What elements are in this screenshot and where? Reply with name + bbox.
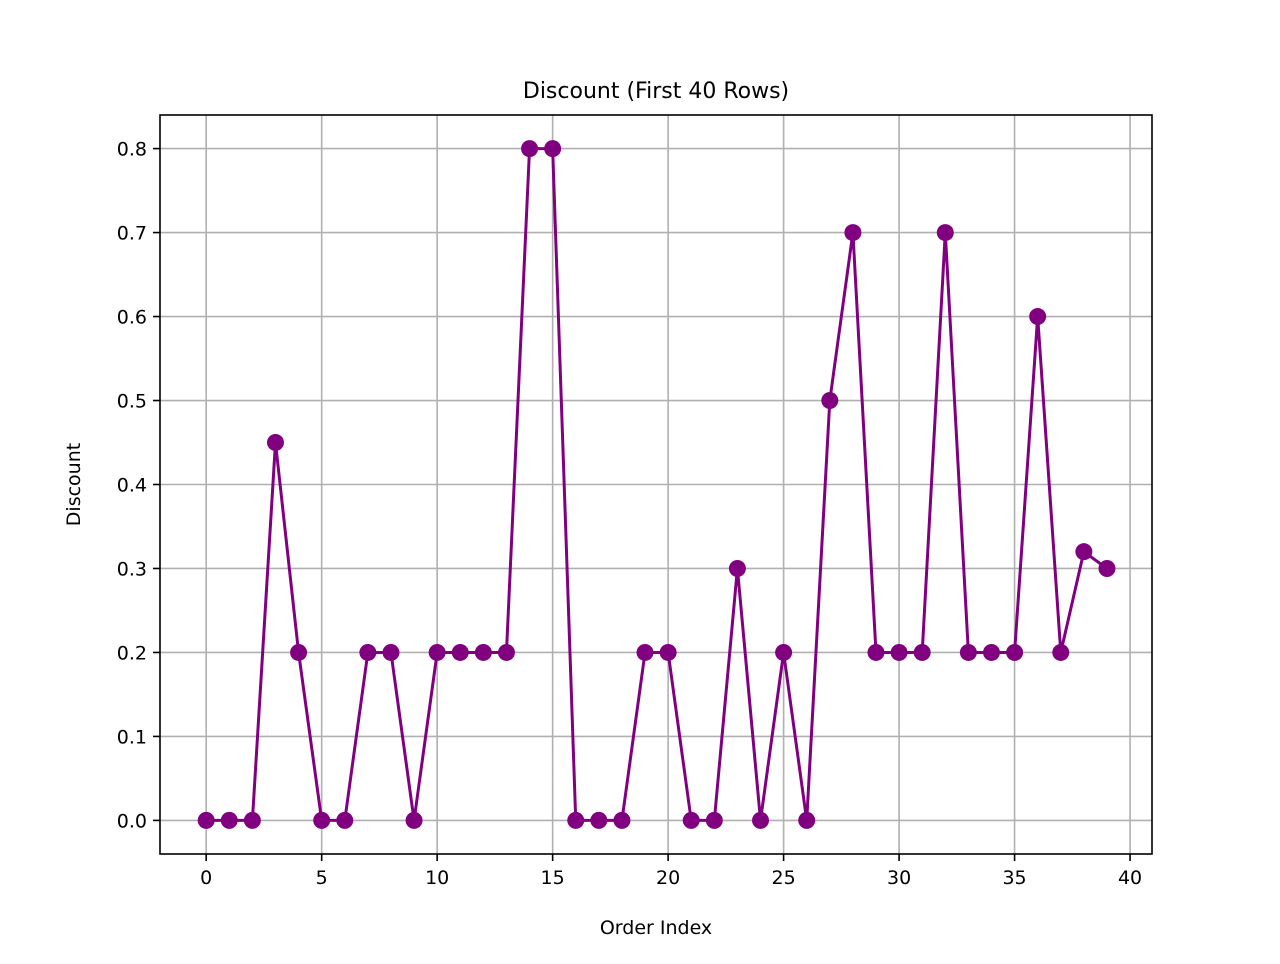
data-point (636, 643, 654, 661)
data-point (451, 643, 469, 661)
x-tick-label: 30 (887, 867, 911, 889)
x-tick-label: 5 (316, 867, 328, 889)
x-tick-label: 10 (425, 867, 449, 889)
y-tick-label: 0.2 (117, 642, 147, 664)
data-point (982, 643, 1000, 661)
data-point (497, 643, 515, 661)
data-point (936, 224, 954, 242)
data-point (336, 811, 354, 829)
data-point (959, 643, 977, 661)
data-point (775, 643, 793, 661)
data-point (1006, 643, 1024, 661)
data-point (220, 811, 238, 829)
y-tick-label: 0.6 (117, 307, 147, 329)
data-point (382, 643, 400, 661)
x-tick-label: 25 (772, 867, 796, 889)
data-point (728, 559, 746, 577)
x-tick-label: 35 (1002, 867, 1026, 889)
data-point (890, 643, 908, 661)
data-point (290, 643, 308, 661)
data-point (798, 811, 816, 829)
chart-title: Discount (First 40 Rows) (523, 79, 789, 104)
data-point (1052, 643, 1070, 661)
data-point (659, 643, 677, 661)
data-point (521, 140, 539, 158)
data-point (913, 643, 931, 661)
series-layer (197, 140, 1116, 829)
y-tick-label: 0.3 (117, 558, 147, 580)
grid-lines (160, 115, 1152, 854)
data-point (313, 811, 331, 829)
data-point (544, 140, 562, 158)
data-point (752, 811, 770, 829)
data-point (867, 643, 885, 661)
x-tick-label: 20 (656, 867, 680, 889)
series-line (206, 147, 1108, 822)
data-point (821, 392, 839, 410)
x-tick-label: 15 (541, 867, 565, 889)
y-axis-label: Discount (63, 443, 85, 526)
data-point (243, 811, 261, 829)
data-point (567, 811, 585, 829)
data-point (474, 643, 492, 661)
data-point (428, 643, 446, 661)
y-tick-label: 0.7 (117, 223, 147, 245)
axis-ticks: 0 5 10 15 20 25 30 35 40 0.0 0.1 0.2 0.3 0.4 0.5 0.6 0.7… (117, 139, 1142, 889)
x-tick-label: 0 (200, 867, 212, 889)
data-point (613, 811, 631, 829)
data-point (682, 811, 700, 829)
y-tick-label: 0.5 (117, 391, 147, 413)
data-point (197, 811, 215, 829)
data-point (266, 434, 284, 452)
y-tick-label: 0.1 (117, 726, 147, 748)
data-point (1098, 559, 1116, 577)
x-tick-label: 40 (1118, 867, 1142, 889)
data-point (405, 811, 423, 829)
y-tick-label: 0.0 (117, 810, 147, 832)
data-point (1075, 543, 1093, 561)
data-point (590, 811, 608, 829)
data-point (359, 643, 377, 661)
data-point (1029, 308, 1047, 326)
data-point (705, 811, 723, 829)
data-point (844, 224, 862, 242)
y-tick-label: 0.8 (117, 139, 147, 161)
x-axis-label: Order Index (600, 917, 712, 939)
y-tick-label: 0.4 (117, 475, 147, 497)
